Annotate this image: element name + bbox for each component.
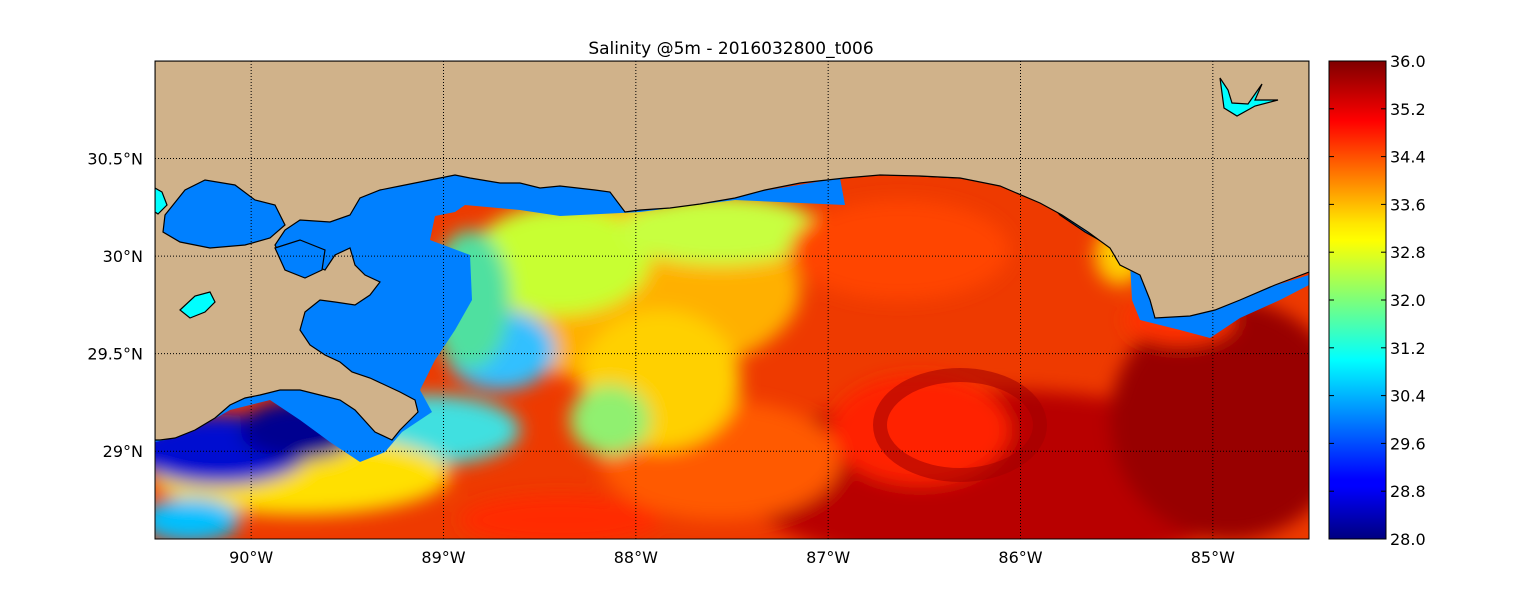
colorbar-tick-label: 34.4 [1390,148,1426,167]
inland-lake-maurepas [155,187,168,215]
map-frame [154,60,1310,540]
lake-borgne [274,239,326,279]
map-title: Salinity @5m - 2016032800_t006 [588,39,873,59]
colorbar-tick-label: 32.0 [1390,291,1426,310]
latitude-label: 29.5°N [87,345,143,364]
colorbar-ticks: 36.0 35.2 34.4 33.6 32.8 32.0 31.2 30.4 29.6 28.8… [1329,52,1426,549]
longitude-label: 89°W [421,548,465,567]
colorbar: 36.0 35.2 34.4 33.6 32.8 32.0 31.2 30.4 29.6 28.8… [1328,52,1426,549]
latitude-label: 30°N [103,247,143,266]
colorbar-tick-label: 30.4 [1390,387,1426,406]
lake-pontchartrain [162,179,286,249]
coastal-water-east [1130,262,1309,338]
colorbar-tick-label: 29.6 [1390,434,1426,453]
land [155,61,1309,441]
colorbar-tick-label: 33.6 [1390,195,1426,214]
colorbar-gradient [1328,60,1387,540]
colorbar-tick-label: 28.0 [1390,530,1426,549]
longitude-label: 86°W [998,548,1042,567]
inland-lake-seminole [1219,77,1279,117]
longitude-label: 90°W [229,548,273,567]
inland-lake-salvador [179,291,216,319]
graticule [155,61,1309,539]
longitude-labels: 90°W 89°W 88°W 87°W 86°W 85°W [229,548,1235,567]
colorbar-tick-label: 31.2 [1390,339,1426,358]
colorbar-tick-label: 32.8 [1390,243,1426,262]
longitude-label: 87°W [806,548,850,567]
colorbar-tick-label: 35.2 [1390,100,1426,119]
longitude-label: 88°W [614,548,658,567]
latitude-labels: 30.5°N 30°N 29.5°N 29°N [87,150,143,462]
map-area [155,61,1309,539]
longitude-label: 85°W [1191,548,1235,567]
colorbar-tick-label: 36.0 [1390,52,1426,71]
latitude-label: 30.5°N [87,150,143,169]
colorbar-tick-label: 28.8 [1390,482,1426,501]
latitude-label: 29°N [103,442,143,461]
